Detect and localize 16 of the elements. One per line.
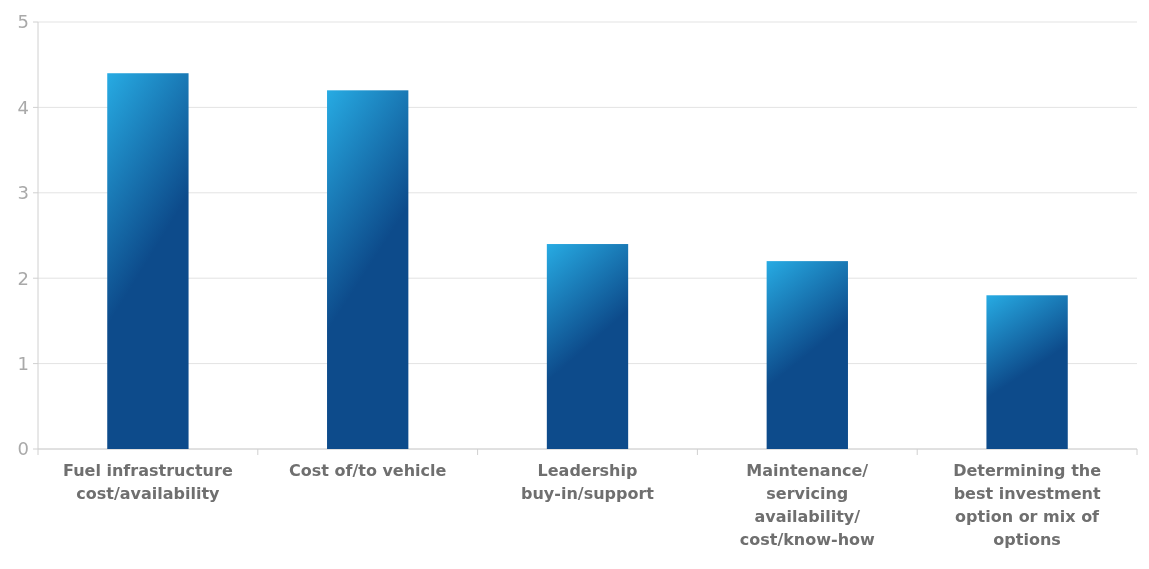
y-tick-label: 3 <box>17 182 29 204</box>
y-tick-label: 4 <box>17 96 29 118</box>
y-tick-label: 0 <box>17 438 29 460</box>
x-tick-label: Fuel infrastructure cost/availability <box>63 461 233 503</box>
bar <box>546 244 629 449</box>
x-tick-label: Maintenance/ servicing availability/ cost/know-how <box>739 461 876 549</box>
bar <box>107 73 189 449</box>
x-tick-label: Leadership buy-in/support <box>521 461 655 503</box>
y-tick-label: 2 <box>17 267 29 289</box>
bar <box>327 90 409 449</box>
y-tick-label: 5 <box>17 11 29 33</box>
bar <box>986 295 1068 449</box>
x-tick-label: Determining the best investment option or mix of options <box>953 461 1102 549</box>
x-tick-label: Cost of/to vehicle <box>288 461 447 480</box>
bar <box>766 261 848 449</box>
y-tick-label: 1 <box>17 352 29 374</box>
